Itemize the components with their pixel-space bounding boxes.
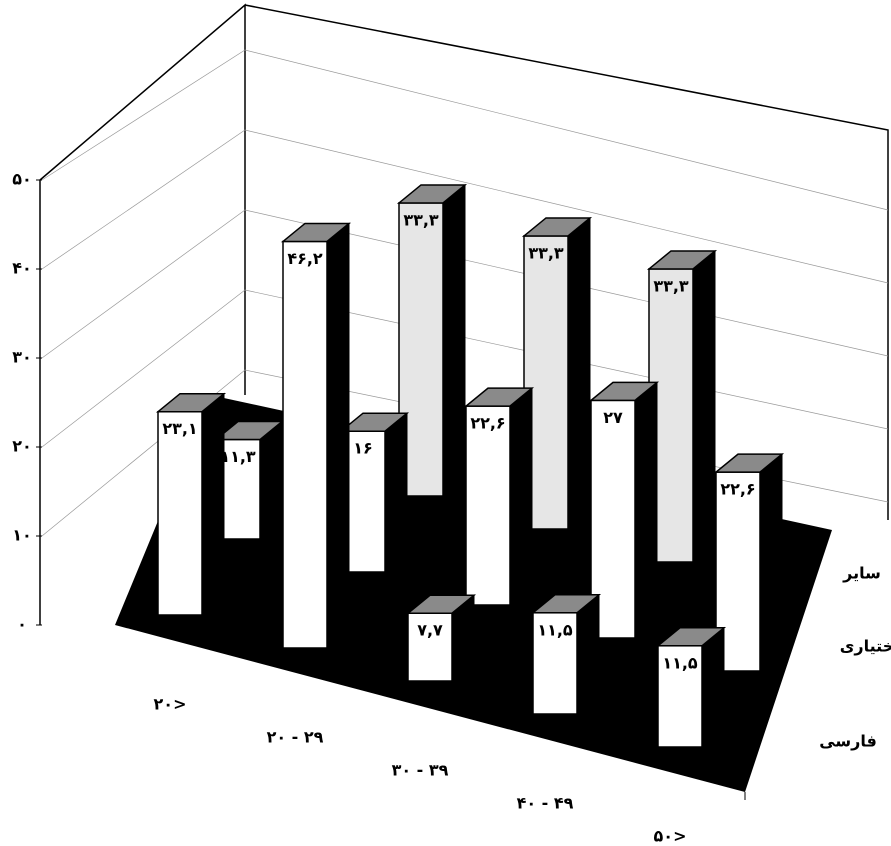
value-label: ۲۳,۱ <box>162 419 197 438</box>
bar-top <box>588 381 660 402</box>
bar-side <box>576 593 600 716</box>
back-wall <box>244 4 889 520</box>
bar-top <box>405 594 477 614</box>
x-tick-label: ۲۰ - ۲۹ <box>267 728 324 747</box>
bar-side <box>259 420 283 541</box>
x-tick-label: ۵۰> <box>654 827 687 846</box>
series-label: بختیاری <box>840 637 891 656</box>
value-label: ۱۱,۳ <box>220 447 256 466</box>
bar-side <box>701 626 725 749</box>
y-tick-label: ۵۰ <box>12 170 32 189</box>
bar-top <box>338 412 410 432</box>
bar <box>407 612 453 682</box>
series-label: سایر <box>842 564 881 583</box>
bar-top <box>396 184 468 204</box>
bar-side <box>326 222 350 650</box>
value-label: ۳۳,۳ <box>528 243 564 262</box>
value-label: ۱۱,۵ <box>537 620 573 639</box>
bar-top <box>530 594 602 614</box>
series-label: فارسی <box>819 732 877 751</box>
bar-top <box>655 627 727 647</box>
grid-line <box>41 129 889 284</box>
bar-top <box>463 387 535 407</box>
y-tick-label: ۳۰ <box>12 348 32 367</box>
value-label: ۲۲,۶ <box>470 414 505 433</box>
value-label: ۲۷ <box>603 408 623 427</box>
value-label: ۲۲,۶ <box>720 480 755 499</box>
value-label: ۱۶ <box>353 439 373 458</box>
bar <box>465 405 511 606</box>
bar-top <box>521 217 593 237</box>
y-tick-label: ۰ <box>17 615 27 634</box>
x-tick-label: ۴۰ - ۴۹ <box>517 794 574 813</box>
value-label: ۷,۷ <box>417 621 443 640</box>
value-label: ۱۱,۵ <box>662 653 698 672</box>
bar-side <box>634 381 658 640</box>
bar-side <box>759 453 783 673</box>
value-label: ۳۳,۳ <box>403 210 439 229</box>
bar <box>157 410 203 616</box>
bar <box>532 612 578 715</box>
y-tick-label: ۴۰ <box>12 259 32 278</box>
x-tick-label: ۲۰> <box>154 695 187 714</box>
value-label: ۳۳,۳ <box>653 276 689 295</box>
x-tick-label: ۳۰ - ۳۹ <box>392 761 449 780</box>
bar-side <box>567 216 591 531</box>
y-tick-label: ۱۰ <box>12 526 32 545</box>
bar <box>282 240 328 649</box>
y-tick-label: ۲۰ <box>12 437 32 456</box>
bar-top <box>646 250 718 270</box>
value-label: ۴۶,۲ <box>287 249 323 268</box>
bar-side <box>442 183 466 498</box>
bar-top <box>713 453 785 473</box>
bar-side <box>201 392 225 617</box>
bar <box>657 645 703 748</box>
bar-side <box>509 387 533 607</box>
bar-top <box>280 222 352 243</box>
bar-top <box>213 420 285 441</box>
bar-side <box>692 249 716 564</box>
bar-side <box>384 412 408 574</box>
grid-line <box>41 49 889 211</box>
bar-top <box>155 392 227 413</box>
